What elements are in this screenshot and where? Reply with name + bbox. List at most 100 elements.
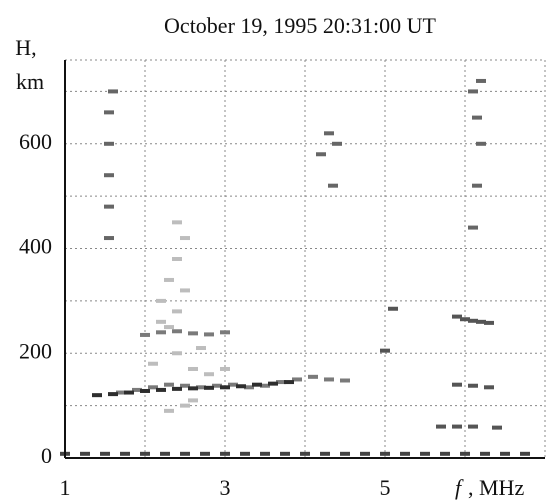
- echo-point: [452, 314, 462, 319]
- echo-point: [172, 386, 182, 391]
- echo-point: [204, 372, 214, 377]
- echo-point: [476, 319, 486, 324]
- echo-point: [180, 236, 190, 241]
- x-tick-label: 1: [60, 475, 71, 500]
- echo-point: [172, 220, 182, 225]
- echo-point: [204, 385, 214, 390]
- echo-point: [100, 451, 110, 456]
- echo-point: [220, 451, 230, 456]
- echo-point: [500, 451, 510, 456]
- echo-point: [420, 451, 430, 456]
- echo-point: [400, 451, 410, 456]
- echo-point: [472, 183, 482, 188]
- echo-point: [388, 306, 398, 311]
- echo-point: [200, 451, 210, 456]
- echo-point: [476, 78, 486, 83]
- echo-point: [468, 424, 478, 429]
- echo-point: [360, 451, 370, 456]
- echo-point: [244, 385, 254, 390]
- echo-point: [316, 152, 326, 157]
- echo-point: [324, 131, 334, 136]
- echo-point: [180, 383, 190, 388]
- echo-point: [148, 385, 158, 390]
- echo-point: [260, 451, 270, 456]
- echo-point: [492, 425, 502, 430]
- echo-point: [196, 385, 206, 390]
- echo-point: [236, 384, 246, 389]
- echo-point: [476, 141, 486, 146]
- echo-point: [380, 451, 390, 456]
- echo-point: [140, 388, 150, 393]
- echo-point: [220, 366, 230, 371]
- echo-point: [252, 382, 262, 387]
- echo-point: [116, 390, 126, 395]
- echo-point: [260, 383, 270, 388]
- echo-point: [276, 380, 286, 385]
- y-axis-label: km: [16, 69, 44, 94]
- echo-point: [172, 329, 182, 334]
- echo-point: [104, 110, 114, 115]
- echo-point: [188, 331, 198, 336]
- echo-point: [164, 382, 174, 387]
- echo-point: [468, 225, 478, 230]
- echo-point: [340, 451, 350, 456]
- echo-point: [308, 374, 318, 379]
- echo-point: [460, 451, 470, 456]
- echo-point: [468, 318, 478, 323]
- echo-point: [268, 381, 278, 386]
- echo-point: [104, 204, 114, 209]
- echo-point: [156, 387, 166, 392]
- echo-point: [108, 89, 118, 94]
- echo-point: [188, 386, 198, 391]
- echo-point: [156, 319, 166, 324]
- echo-point: [180, 451, 190, 456]
- echo-point: [472, 115, 482, 120]
- y-tick-label: 200: [19, 338, 52, 363]
- echo-point: [468, 89, 478, 94]
- x-axis-label: , MHz: [468, 475, 524, 500]
- echo-point: [148, 361, 158, 366]
- y-tick-label: 400: [19, 234, 52, 259]
- echo-point: [172, 257, 182, 261]
- echo-point: [140, 332, 150, 337]
- echo-point: [380, 348, 390, 353]
- echo-point: [452, 424, 462, 429]
- echo-point: [212, 383, 222, 388]
- echo-point: [320, 451, 330, 456]
- echo-point: [228, 382, 238, 387]
- echo-point: [292, 377, 302, 382]
- echo-point: [156, 298, 166, 303]
- echo-point: [328, 183, 338, 188]
- y-tick-label: 600: [19, 129, 52, 154]
- chart-title: October 19, 1995 20:31:00 UT: [164, 13, 436, 38]
- echo-point: [164, 408, 174, 413]
- echo-point: [452, 382, 462, 387]
- echo-point: [180, 288, 190, 293]
- x-tick-label: 5: [380, 475, 391, 500]
- echo-point: [92, 393, 102, 398]
- echo-point: [164, 325, 174, 330]
- echo-point: [140, 451, 150, 456]
- echo-point: [108, 392, 118, 397]
- echo-point: [172, 309, 182, 314]
- echo-point: [300, 451, 310, 456]
- echo-point: [460, 317, 470, 322]
- echo-point: [520, 451, 530, 456]
- echo-point: [180, 403, 190, 408]
- echo-point: [80, 451, 90, 456]
- echo-point: [156, 330, 166, 335]
- echo-point: [188, 398, 198, 403]
- echo-point: [160, 451, 170, 456]
- echo-point: [104, 141, 114, 146]
- y-tick-label: 0: [41, 443, 52, 468]
- echo-point: [196, 346, 206, 351]
- echo-point: [440, 451, 450, 456]
- echo-point: [220, 385, 230, 390]
- echo-point: [104, 236, 114, 241]
- echo-point: [468, 383, 478, 388]
- echo-point: [436, 424, 446, 429]
- echo-point: [324, 377, 334, 382]
- echo-point: [484, 385, 494, 390]
- echo-point: [120, 451, 130, 456]
